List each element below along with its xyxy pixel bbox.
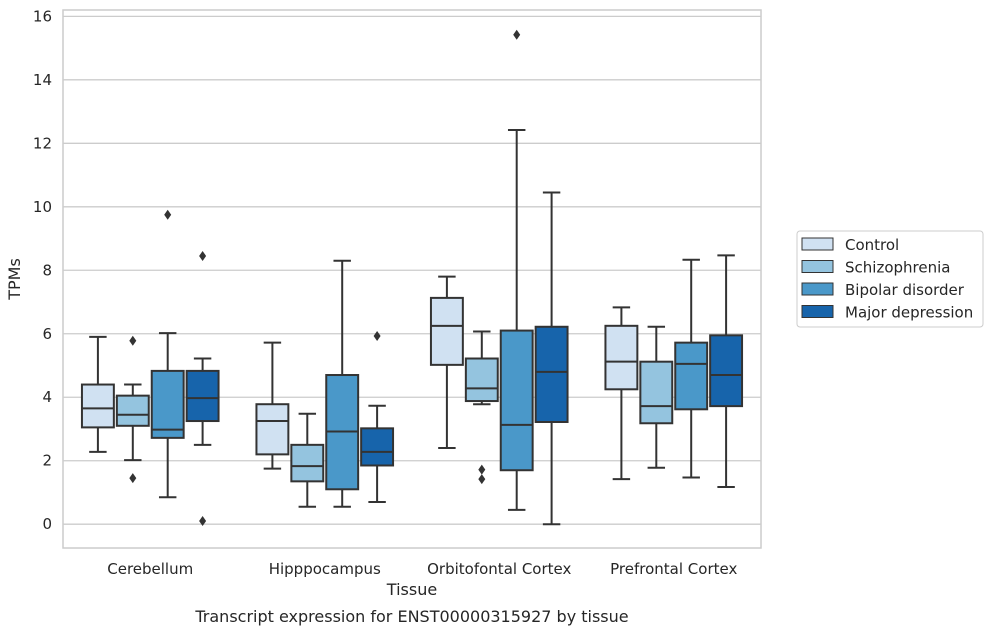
boxes <box>80 29 744 527</box>
legend-label: Major depression <box>845 304 973 322</box>
box-plot <box>185 250 220 527</box>
box-iqr <box>534 325 569 423</box>
box-iqr <box>360 427 395 467</box>
box-iqr <box>255 403 290 456</box>
box-iqr <box>80 383 115 429</box>
legend-swatch <box>801 305 834 318</box>
box-plot <box>150 209 185 499</box>
box-iqr <box>115 394 150 427</box>
box-plot <box>290 412 325 508</box>
box-iqr <box>604 324 639 391</box>
y-tick-label: 14 <box>33 71 52 89</box>
chart-caption: Transcript expression for ENST0000031592… <box>194 607 628 626</box>
plot-area-frame <box>62 9 762 549</box>
outlier-point <box>478 464 486 475</box>
y-tick-labels: 0 2 4 6 8 10 12 14 16 <box>33 7 52 533</box>
box-plot <box>255 341 290 470</box>
x-tick-labels: Cerebellum Hipppocampus Orbitofontal Corte… <box>107 560 737 578</box>
outlier-point <box>199 516 207 527</box>
box-iqr <box>290 443 325 483</box>
box-iqr <box>185 369 220 423</box>
y-tick-label: 12 <box>33 134 52 152</box>
legend-label: Control <box>845 236 899 254</box>
y-tick-label: 8 <box>42 261 52 279</box>
box-iqr <box>674 341 709 411</box>
box-plot <box>674 258 709 479</box>
x-tick-label: Orbitofontal Cortex <box>427 560 571 578</box>
y-tick-label: 6 <box>42 325 52 343</box>
box-plot <box>499 29 534 511</box>
outlier-point <box>373 330 381 341</box>
box-plot <box>709 254 744 489</box>
legend-label: Bipolar disorder <box>845 281 965 299</box>
y-axis-label: TPMs <box>5 258 24 301</box>
box-plot <box>639 325 674 469</box>
x-tick-label: Cerebellum <box>107 560 193 578</box>
legend-frame <box>796 230 984 328</box>
legend-swatch <box>801 282 834 296</box>
box-iqr <box>499 329 534 472</box>
box-iqr <box>639 360 674 425</box>
outlier-point <box>164 209 172 220</box>
outlier-point <box>199 250 207 261</box>
legend-swatch <box>801 237 834 251</box>
box-iqr <box>150 369 185 439</box>
box-plot <box>360 330 395 503</box>
box-plot <box>429 275 464 450</box>
y-tick-label: 4 <box>42 388 52 406</box>
box-iqr <box>709 334 744 408</box>
x-tick-label: Prefrontal Cortex <box>610 560 737 578</box>
box-plot <box>115 335 150 484</box>
x-axis-label: Tissue <box>386 580 437 599</box>
legend: Control Schizophrenia Bipolar disorder Majo… <box>796 230 984 328</box>
box-iqr <box>429 296 464 366</box>
outlier-point <box>513 29 521 40</box>
box-plot <box>464 330 499 485</box>
legend-label: Schizophrenia <box>845 259 950 277</box>
y-tick-label: 16 <box>33 7 52 25</box>
legend-swatch <box>801 260 834 273</box>
x-tick-label: Hipppocampus <box>269 560 381 578</box>
outlier-point <box>478 474 486 485</box>
outlier-point <box>129 473 137 484</box>
y-tick-label: 2 <box>42 452 52 470</box>
box-plot <box>604 306 639 481</box>
box-plot <box>325 259 360 508</box>
outlier-point <box>129 335 137 346</box>
box-plot <box>80 335 115 453</box>
box-plot <box>534 191 569 526</box>
y-tick-label: 10 <box>33 198 52 216</box>
y-tick-label: 0 <box>42 515 52 533</box>
box-iqr <box>464 357 499 403</box>
